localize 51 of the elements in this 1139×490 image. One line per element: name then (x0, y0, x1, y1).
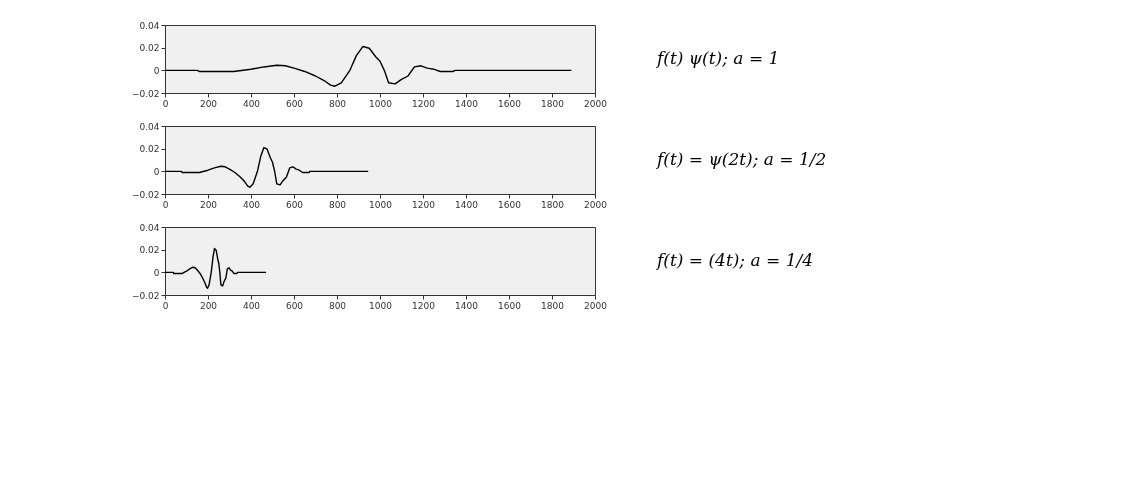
x-tick-label: 1000 (369, 199, 393, 210)
x-tick-label: 1000 (369, 300, 393, 311)
x-tick-label: 1200 (412, 300, 436, 311)
x-tick-label: 2000 (584, 300, 608, 311)
x-tick-label: 0 (162, 98, 169, 109)
x-tick-label: 0 (162, 300, 169, 311)
x-tick-label: 800 (328, 98, 347, 109)
x-tick-label: 1800 (541, 199, 565, 210)
x-tick-label: 0 (162, 199, 169, 210)
y-tick-label: 0.02 (139, 43, 160, 54)
x-tick-label: 2000 (584, 98, 608, 109)
line-series (164, 247, 267, 289)
x-tick-label: 600 (285, 98, 304, 109)
y-tick-label: 0.04 (139, 121, 160, 132)
text: f(t) ψ(t); a = 1 (655, 48, 780, 68)
x-tick-label: 200 (199, 300, 218, 311)
x-tick-label: 1400 (455, 98, 479, 109)
x-tick-label: 2000 (584, 199, 608, 210)
x-tick-label: 1800 (541, 98, 565, 109)
x-tick-label: 200 (199, 98, 218, 109)
y-tick-label: −0.02 (131, 88, 160, 99)
y-tick-label: 0.04 (139, 20, 160, 31)
y-tick-label: 0 (153, 267, 160, 278)
x-tick-label: 600 (285, 199, 304, 210)
x-tick-label: 400 (242, 199, 261, 210)
x-tick-label: 600 (285, 300, 304, 311)
x-tick-label: 1400 (455, 300, 479, 311)
x-tick-label: 1000 (369, 98, 393, 109)
y-tick-label: 0 (153, 65, 160, 76)
text: f(t) = ψ(2t); a = 1/2 (655, 149, 827, 169)
x-tick-label: 1600 (498, 199, 522, 210)
x-tick-label: 1600 (498, 98, 522, 109)
x-tick-label: 400 (242, 300, 261, 311)
y-tick-label: 0.02 (139, 144, 160, 155)
x-tick-label: 800 (328, 300, 347, 311)
x-tick-label: 200 (199, 199, 218, 210)
y-tick-label: −0.02 (131, 290, 160, 301)
line-series (164, 146, 369, 188)
y-tick-label: 0.02 (139, 245, 160, 256)
y-tick-label: 0 (153, 166, 160, 177)
x-tick-label: 400 (242, 98, 261, 109)
x-tick-label: 1800 (541, 300, 565, 311)
line-series (164, 45, 573, 87)
x-tick-label: 1400 (455, 199, 479, 210)
y-tick-label: −0.02 (131, 189, 160, 200)
y-tick-label: 0.04 (139, 222, 160, 233)
x-tick-label: 1200 (412, 98, 436, 109)
text: f(t) = (4t); a = 1/4 (655, 250, 814, 270)
x-tick-label: 800 (328, 199, 347, 210)
x-tick-label: 1200 (412, 199, 436, 210)
x-tick-label: 1600 (498, 300, 522, 311)
